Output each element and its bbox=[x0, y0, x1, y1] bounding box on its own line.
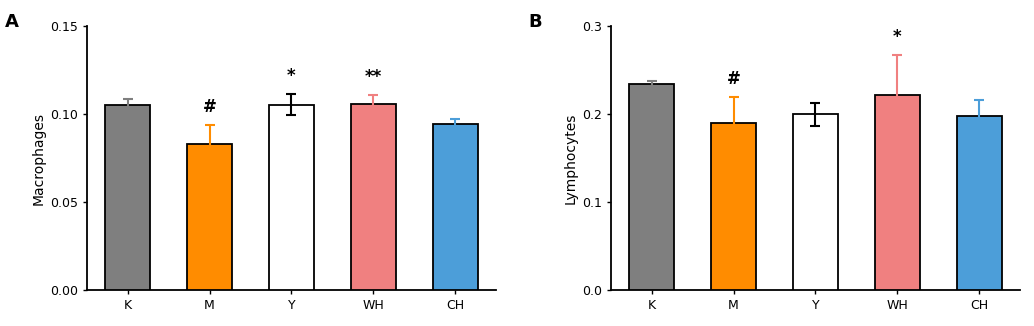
Text: **: ** bbox=[365, 68, 382, 86]
Text: *: * bbox=[893, 28, 902, 46]
Bar bbox=[793, 114, 838, 290]
Text: #: # bbox=[203, 98, 216, 116]
Text: B: B bbox=[528, 13, 543, 31]
Bar bbox=[875, 95, 920, 290]
Y-axis label: Macrophages: Macrophages bbox=[32, 112, 45, 205]
Bar bbox=[711, 123, 756, 290]
Bar bbox=[269, 105, 314, 290]
Bar bbox=[432, 124, 478, 290]
Text: *: * bbox=[287, 67, 296, 85]
Bar bbox=[956, 116, 1002, 290]
Y-axis label: Lymphocytes: Lymphocytes bbox=[564, 112, 577, 204]
Bar bbox=[351, 104, 396, 290]
Bar bbox=[629, 83, 674, 290]
Text: A: A bbox=[5, 13, 19, 31]
Text: #: # bbox=[727, 69, 740, 87]
Bar bbox=[105, 105, 150, 290]
Bar bbox=[187, 144, 232, 290]
